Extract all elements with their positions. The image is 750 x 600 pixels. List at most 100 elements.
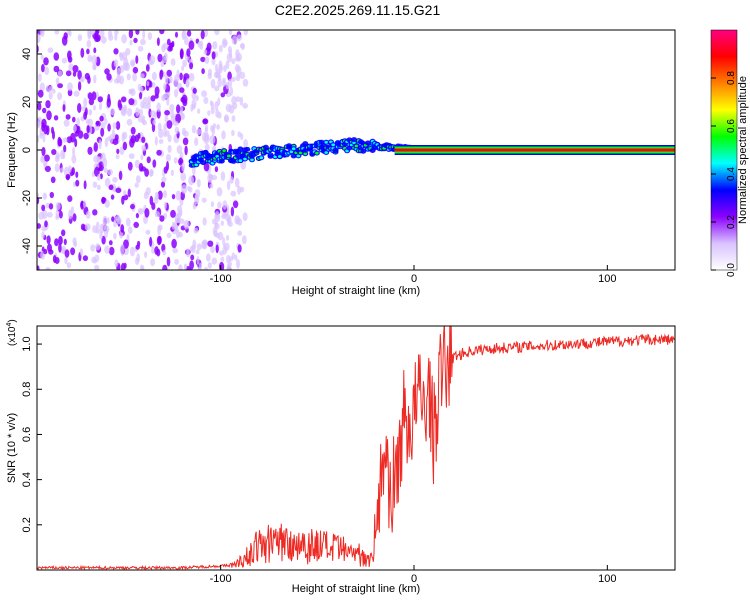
noise-blob xyxy=(142,102,148,109)
noise-blob xyxy=(198,262,202,270)
noise-blob xyxy=(84,72,90,80)
noise-blob xyxy=(159,69,164,78)
noise-blob xyxy=(226,216,232,224)
noise-blob xyxy=(104,199,110,208)
noise-blob xyxy=(202,239,208,246)
noise-blob xyxy=(73,90,80,97)
colorbar-tick-label: 0.8 xyxy=(726,71,737,85)
noise-blob xyxy=(215,108,220,118)
noise-blob xyxy=(220,256,225,262)
noise-blob xyxy=(208,68,212,77)
noise-blob xyxy=(197,41,202,48)
noise-blob xyxy=(80,223,86,231)
noise-blob xyxy=(210,201,215,208)
noise-blob xyxy=(201,68,205,75)
noise-blob xyxy=(71,154,77,164)
noise-blob xyxy=(141,145,146,152)
noise-blob xyxy=(130,88,134,94)
noise-blob xyxy=(179,87,185,93)
noise-blob xyxy=(118,170,123,181)
noise-blob xyxy=(39,82,45,92)
noise-blob xyxy=(88,109,93,116)
noise-blob xyxy=(212,41,218,50)
noise-blob xyxy=(223,242,230,251)
noise-blob xyxy=(173,78,179,87)
noise-blob xyxy=(93,74,97,84)
noise-blob xyxy=(167,134,172,143)
noise-blob xyxy=(154,86,160,96)
noise-blob xyxy=(77,81,82,91)
noise-blob xyxy=(70,206,75,215)
noise-blob xyxy=(146,156,151,164)
noise-blob xyxy=(171,194,176,200)
noise-blob xyxy=(181,113,185,120)
noise-blob xyxy=(157,53,163,63)
noise-blob xyxy=(62,137,68,143)
noise-blob xyxy=(112,122,117,130)
noise-blob xyxy=(112,176,118,183)
noise-blob xyxy=(72,146,76,157)
noise-blob xyxy=(61,245,67,254)
noise-blob xyxy=(188,175,195,186)
noise-blob xyxy=(157,122,162,132)
noise-blob xyxy=(122,141,128,151)
noise-blob xyxy=(236,65,242,76)
noise-blob xyxy=(185,78,190,88)
noise-blob xyxy=(204,56,210,64)
noise-blob xyxy=(40,54,44,60)
noise-blob xyxy=(172,248,179,254)
noise-blob xyxy=(147,32,153,41)
noise-blob xyxy=(226,180,231,191)
noise-blob xyxy=(52,255,57,263)
noise-blob xyxy=(174,258,180,265)
noise-blob xyxy=(211,257,218,265)
noise-blob xyxy=(214,101,219,111)
noise-blob xyxy=(43,154,50,162)
noise-blob xyxy=(41,204,46,212)
noise-blob xyxy=(104,118,108,125)
colorbar-tick-label: 0.6 xyxy=(726,119,737,133)
noise-blob xyxy=(170,58,176,66)
noise-blob xyxy=(163,190,167,199)
signal-blob xyxy=(237,146,244,152)
noise-blob xyxy=(174,88,179,98)
noise-blob xyxy=(134,159,140,169)
noise-blob xyxy=(61,229,66,237)
noise-blob xyxy=(209,134,216,145)
noise-blob xyxy=(214,211,220,219)
noise-blob xyxy=(148,80,153,88)
noise-blob xyxy=(196,256,200,265)
noise-blob xyxy=(229,30,233,36)
signal-blob xyxy=(218,158,225,164)
noise-blob xyxy=(37,135,40,143)
noise-blob xyxy=(214,85,220,92)
noise-blob xyxy=(243,139,249,148)
noise-blob xyxy=(151,247,156,254)
noise-blob xyxy=(123,239,129,249)
signal-core xyxy=(331,143,336,147)
y-tick-label: 1.0 xyxy=(21,336,33,351)
noise-blob xyxy=(220,171,226,181)
noise-blob xyxy=(130,203,135,210)
noise-blob xyxy=(195,95,199,102)
noise-blob xyxy=(84,223,91,231)
noise-blob xyxy=(100,127,105,137)
noise-blob xyxy=(65,70,72,77)
noise-blob xyxy=(108,184,114,191)
noise-blob xyxy=(121,195,125,205)
noise-blob xyxy=(149,195,154,206)
noise-blob xyxy=(65,114,71,120)
noise-blob xyxy=(126,108,133,117)
noise-blob xyxy=(88,98,95,106)
noise-blob xyxy=(211,125,216,136)
noise-blob xyxy=(85,119,91,125)
noise-blob xyxy=(217,74,222,81)
noise-blob xyxy=(104,177,111,187)
noise-blob xyxy=(67,89,73,97)
noise-blob xyxy=(99,231,103,240)
noise-blob xyxy=(102,158,108,168)
signal-blob xyxy=(200,160,207,166)
noise-blob xyxy=(110,194,115,200)
noise-blob xyxy=(65,173,71,180)
noise-blob xyxy=(92,64,97,70)
